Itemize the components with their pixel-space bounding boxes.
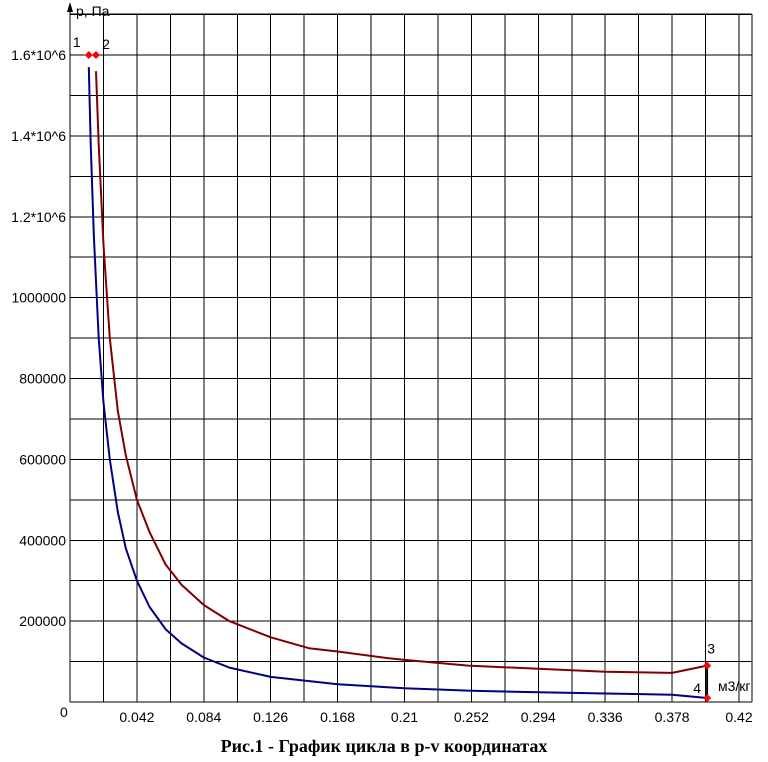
y-tick-label: 800000 [19,371,66,387]
y-tick-label: 1.4*10^6 [11,128,66,144]
point-marker [84,51,93,59]
x-axis-label: м3/кг [718,678,751,694]
x-tick-label: 0.126 [253,709,288,725]
x-tick-label: 0.252 [454,709,489,725]
point-label: 2 [102,36,110,52]
chart-caption: Рис.1 - График цикла в p-v координатах [220,736,548,756]
series-line [95,71,708,674]
y-tick-label: 600000 [19,451,66,467]
x-tick-label: 0.294 [521,709,556,725]
x-tick-label: 0.336 [588,709,623,725]
y-tick-label: 1.6*10^6 [11,47,66,63]
y-tick-label: 400000 [19,532,66,548]
point-label: 4 [693,680,701,696]
series-line [87,67,708,699]
y-tick-label: 200000 [19,613,66,629]
point-label: 3 [707,641,715,657]
point-marker [703,661,712,670]
x-tick-label: 0.168 [320,709,355,725]
point-markers: 1 2 3 4 [73,34,715,702]
point-marker [703,693,712,702]
x-tick-label: 0.42 [725,709,752,725]
axes [67,2,752,703]
y-tick-label: 1000000 [11,290,66,306]
y-tick-label: 1.2*10^6 [11,209,66,225]
x-tick-label: 0.084 [186,709,221,725]
y-axis-label: p, Па [76,3,110,19]
point-label: 1 [73,34,81,50]
y-axis-arrow [67,2,73,12]
x-tick-label: 0.378 [655,709,690,725]
x-tick-label: 0.042 [119,709,154,725]
grid [70,13,753,702]
origin-label: 0 [60,704,68,720]
x-tick-label: 0.21 [391,709,418,725]
series-group [87,67,709,699]
tick-labels: 0.042 0.084 0.126 0.168 0.21 0.252 0.294 0.336 0… [11,47,753,725]
point-marker [91,51,100,59]
